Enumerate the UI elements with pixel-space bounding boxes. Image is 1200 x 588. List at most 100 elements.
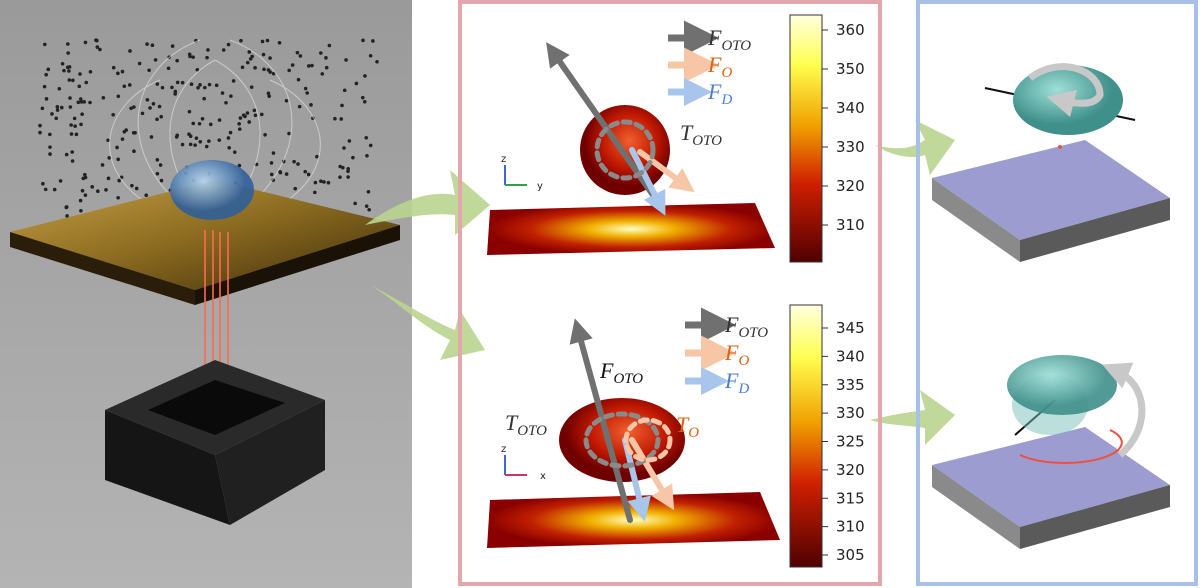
particle-dot xyxy=(306,172,311,177)
particle-dot xyxy=(271,151,276,155)
particle-dot xyxy=(148,106,152,110)
force-arrows xyxy=(546,42,695,523)
rotation-arrow xyxy=(1027,63,1104,117)
particle-dot xyxy=(347,139,352,143)
particle-dot xyxy=(83,172,87,177)
colorbar-label: 310 xyxy=(836,518,865,536)
particle-dot xyxy=(207,82,212,87)
particle-dot xyxy=(175,80,180,85)
colorbar-label: 305 xyxy=(836,546,865,564)
particle-dot xyxy=(237,122,241,126)
particle-dot xyxy=(338,175,342,179)
particle-dot xyxy=(253,66,257,70)
particle-dot xyxy=(326,180,331,185)
particle-dot xyxy=(147,68,151,73)
symbol: F xyxy=(724,312,739,337)
particle-dot xyxy=(62,68,66,73)
particle-dot xyxy=(322,180,326,184)
particle-dot xyxy=(360,95,365,100)
particle-dot xyxy=(305,91,309,95)
particle-dot xyxy=(315,154,319,159)
particle-dot xyxy=(266,91,271,96)
symbol-label: FOTO xyxy=(724,312,768,341)
subscript: OTO xyxy=(721,38,751,54)
particle-dot xyxy=(319,51,323,55)
particle-dot xyxy=(76,100,81,105)
particle-dot xyxy=(340,103,344,108)
particle-dot xyxy=(333,116,337,121)
particle-dot xyxy=(361,38,365,43)
particle-dot xyxy=(68,96,72,100)
particle-dot xyxy=(259,112,264,117)
particle-dot xyxy=(238,116,243,120)
objective-hole xyxy=(148,380,285,435)
objective-side xyxy=(215,400,325,525)
particle-dot xyxy=(229,94,233,98)
particle-dot xyxy=(43,42,47,47)
symbol-label: FOTO xyxy=(599,358,643,387)
particle-dot xyxy=(155,157,160,162)
symbol-label: TOTO xyxy=(680,120,722,149)
symbol-label: FD xyxy=(707,79,732,108)
particle-dot xyxy=(95,38,99,43)
particle-dot xyxy=(263,132,267,137)
trajectory xyxy=(1019,429,1123,464)
particle-dot xyxy=(70,159,75,163)
particle-dot xyxy=(38,123,42,128)
particle-dot xyxy=(194,136,199,140)
substrate xyxy=(932,140,1170,549)
particle-dot xyxy=(77,84,82,89)
particle-dot xyxy=(278,169,282,174)
particle-dot xyxy=(130,183,134,188)
particle-dot xyxy=(111,65,116,70)
particle-dot xyxy=(128,49,132,53)
rotation-arrow xyxy=(1102,362,1146,458)
particle-dot xyxy=(155,171,160,176)
colorbar-label: 360 xyxy=(836,21,865,39)
particle-dot xyxy=(100,163,105,167)
particle-dot xyxy=(368,53,373,58)
particle-dot xyxy=(129,106,133,111)
particle-dot xyxy=(247,120,251,124)
subscript: OTO xyxy=(613,371,643,387)
subscript: O xyxy=(738,353,749,369)
colorbar-label: 345 xyxy=(836,319,865,337)
particle-dot xyxy=(351,155,355,160)
particle-dot xyxy=(101,95,106,100)
particle-dot xyxy=(144,193,149,198)
particle-dot xyxy=(265,38,270,43)
particle-dot xyxy=(116,157,120,162)
particle-dot xyxy=(67,78,72,82)
subscript: OTO xyxy=(517,423,547,439)
particle-dot xyxy=(175,58,179,63)
axis-label: y xyxy=(537,181,543,192)
subscript: D xyxy=(720,92,732,108)
particle-dot xyxy=(268,70,272,74)
particle-dot xyxy=(65,214,69,218)
particle-dot xyxy=(64,205,69,210)
particle-dot xyxy=(79,209,83,213)
particle-dot xyxy=(371,39,375,43)
particle-dot xyxy=(132,105,136,109)
particle-dot xyxy=(88,100,92,105)
particle-dot xyxy=(262,67,266,72)
particle-dot xyxy=(287,68,291,73)
particle-dot xyxy=(261,52,266,57)
particle-dot xyxy=(228,130,233,135)
particle-dot xyxy=(310,63,314,68)
colorbar-label: 325 xyxy=(836,433,865,451)
subscript: D xyxy=(737,381,749,397)
particle-dot xyxy=(193,143,197,147)
particle-dot xyxy=(68,105,73,109)
particle-dot xyxy=(104,188,108,192)
particle-dot xyxy=(297,104,302,109)
particle-dot xyxy=(268,56,272,60)
particle-dot xyxy=(366,189,371,194)
particle-dot xyxy=(120,137,125,141)
particle-dot xyxy=(319,179,323,184)
particle-dot xyxy=(145,42,149,46)
particle-dot xyxy=(73,124,77,128)
particle-dot xyxy=(217,138,222,142)
particle-dot xyxy=(197,121,202,126)
symbol: F xyxy=(707,25,722,50)
